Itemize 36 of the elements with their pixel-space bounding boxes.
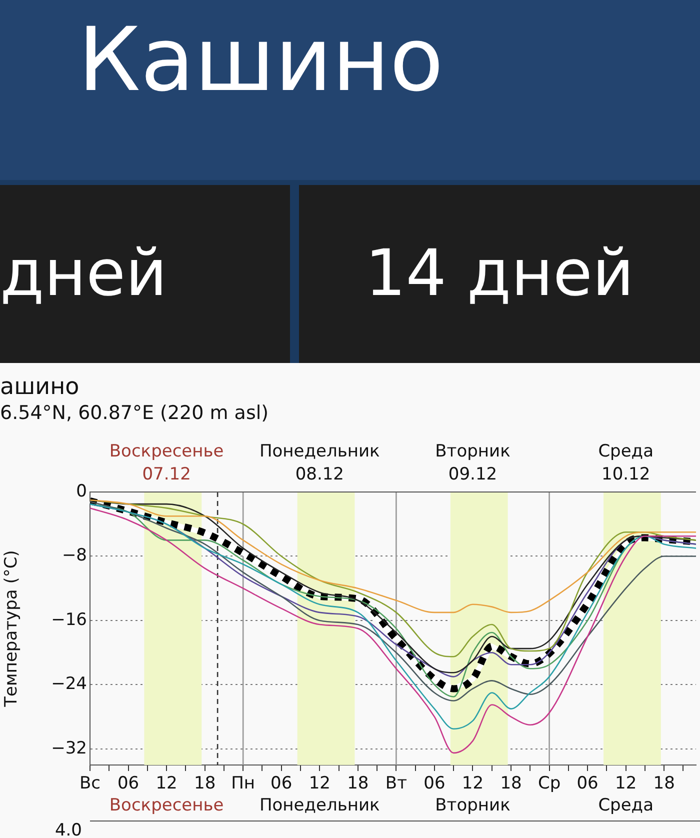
x-tick-label: Пн: [231, 774, 256, 794]
x-tick-label: 06: [117, 774, 140, 794]
y-tick-label: −8: [62, 546, 87, 566]
text: Вторник: [435, 795, 510, 816]
y-tick-label: −24: [51, 674, 87, 694]
x-tick-label: 12: [156, 774, 178, 794]
x-tick-label: 12: [615, 774, 637, 794]
text: Воскресенье 07.12: [109, 441, 224, 484]
y-tick-label: −16: [51, 610, 87, 630]
x-tick-label: 06: [424, 774, 446, 794]
x-tick-label: Вс: [79, 774, 101, 794]
y-tick-label: −32: [51, 738, 87, 758]
x-tick-label: 18: [194, 774, 216, 794]
text: Понедельник: [259, 795, 380, 816]
x-tick-label: 18: [500, 774, 522, 794]
x-tick-label: 12: [462, 774, 484, 794]
x-tick-label: Вт: [385, 774, 408, 794]
y-tick-label: 0: [76, 481, 87, 502]
x-tick-label: 06: [270, 774, 292, 794]
chart-title: ашино: [0, 373, 80, 401]
x-tick-label: 12: [308, 774, 330, 794]
text: Среда: [598, 795, 654, 816]
y-axis-title: Температура (°C): [2, 550, 22, 708]
x-tick-label: 18: [653, 774, 675, 794]
text: Среда 10.12: [598, 441, 654, 484]
text: Вторник 09.12: [435, 441, 510, 484]
text: 4.0: [54, 820, 82, 838]
x-tick-label: 18: [347, 774, 369, 794]
x-tick-label: Ср: [538, 774, 561, 794]
text: Понедельник 08.12: [259, 441, 380, 484]
text: 14 дней: [299, 185, 700, 363]
text: Воскресенье: [109, 795, 224, 816]
text: Кашино: [0, 0, 700, 180]
text: дней: [0, 185, 290, 363]
chart-subtitle: 6.54°N, 60.87°E (220 m asl): [0, 401, 270, 425]
x-tick-label: 06: [576, 774, 598, 794]
